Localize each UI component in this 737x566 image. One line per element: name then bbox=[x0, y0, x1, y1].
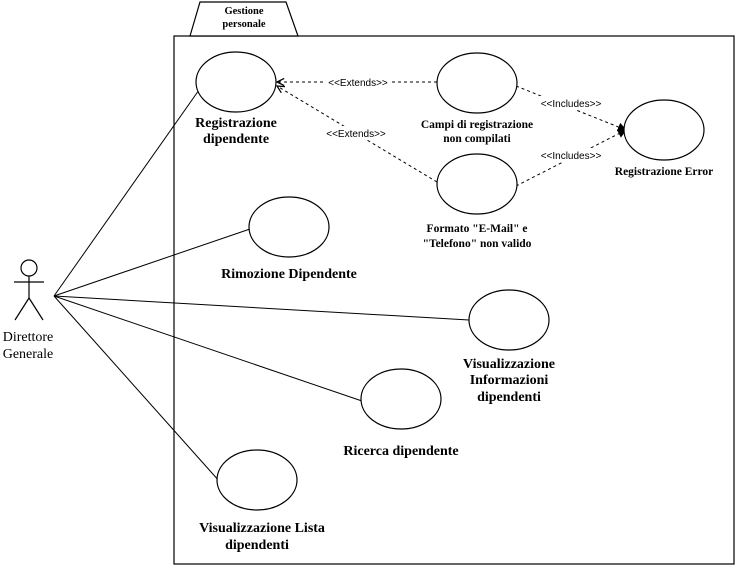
use-case-visualizzazione-informazioni: Visualizzazione Informazioni dipendenti bbox=[463, 289, 555, 405]
use-case-ellipse bbox=[436, 52, 518, 114]
system-boundary-tab bbox=[189, 1, 299, 37]
association-visualizzazione-info bbox=[53, 295, 470, 321]
actor-right-leg bbox=[28, 297, 44, 321]
use-case-label: "Telefono" non valido bbox=[423, 238, 532, 250]
extends-label-bg-2 bbox=[322, 126, 388, 140]
use-case-registrazione: Registrazione dipendente bbox=[195, 51, 277, 147]
association-ricerca bbox=[53, 295, 363, 402]
includes-label-bg-2 bbox=[537, 148, 605, 162]
association-visualizzazione-lista bbox=[53, 295, 221, 483]
extends-label-1: <<Extends>> bbox=[328, 78, 388, 89]
use-case-visualizzazione-lista: Visualizzazione Lista dipendenti bbox=[199, 449, 325, 553]
system-boundary-title-1: Gestione bbox=[224, 6, 263, 17]
system-boundary: Gestione personale bbox=[173, 1, 735, 565]
actor-left-leg bbox=[14, 297, 30, 321]
use-case-label: dipendente bbox=[203, 132, 269, 147]
use-case-ellipse bbox=[360, 368, 442, 430]
includes-label-bg-1 bbox=[537, 96, 605, 110]
use-case-registrazione-error: Registrazione Error bbox=[615, 99, 713, 178]
use-case-label: Visualizzazione bbox=[463, 357, 555, 372]
actor-label-2: Generale bbox=[3, 347, 54, 362]
use-case-formato: Formato "E-Mail" e "Telefono" non valido bbox=[423, 153, 532, 250]
extends-label-2: <<Extends>> bbox=[326, 129, 386, 140]
use-case-ricerca: Ricerca dipendente bbox=[343, 368, 459, 459]
use-case-campi: Campi di registrazione non compilati bbox=[421, 52, 533, 145]
extends-label-bg-1 bbox=[326, 75, 392, 89]
system-boundary-box bbox=[173, 35, 735, 565]
includes-label-2: <<Includes>> bbox=[541, 151, 602, 162]
use-case-ellipse bbox=[216, 449, 298, 511]
use-case-label: Campi di registrazione bbox=[421, 119, 533, 131]
use-case-label: dipendenti bbox=[477, 390, 541, 405]
use-case-label: Visualizzazione Lista bbox=[199, 521, 325, 536]
extends-line-formato bbox=[277, 86, 438, 183]
use-case-ellipse bbox=[436, 153, 518, 215]
includes-label-1: <<Includes>> bbox=[541, 99, 602, 110]
use-case-label: Formato "E-Mail" e bbox=[427, 223, 528, 235]
use-case-label: dipendenti bbox=[225, 538, 289, 553]
use-case-ellipse bbox=[623, 99, 705, 161]
actor-label-1: Direttore bbox=[3, 330, 54, 345]
actor-head bbox=[20, 259, 38, 277]
use-case-label: non compilati bbox=[443, 133, 511, 145]
association-rimozione bbox=[53, 228, 251, 297]
use-case-rimozione: Rimozione Dipendente bbox=[221, 196, 357, 282]
includes-line-campi bbox=[515, 85, 627, 132]
use-case-ellipse bbox=[468, 289, 550, 351]
use-case-ellipse bbox=[248, 196, 330, 258]
system-boundary-title-2: personale bbox=[222, 19, 266, 30]
use-case-label: Ricerca dipendente bbox=[343, 444, 458, 459]
associations bbox=[53, 89, 470, 483]
relation-labels: <<Extends>> <<Extends>> <<Includes>> <<I… bbox=[322, 75, 605, 162]
association-registrazione bbox=[53, 89, 200, 297]
use-case-label: Registrazione bbox=[195, 116, 277, 131]
use-case-label: Rimozione Dipendente bbox=[221, 267, 357, 282]
actor-direttore-generale: Direttore Generale bbox=[3, 259, 54, 362]
use-case-ellipse bbox=[195, 51, 277, 113]
use-case-label: Informazioni bbox=[470, 373, 549, 388]
use-case-label: Registrazione Error bbox=[615, 166, 713, 178]
